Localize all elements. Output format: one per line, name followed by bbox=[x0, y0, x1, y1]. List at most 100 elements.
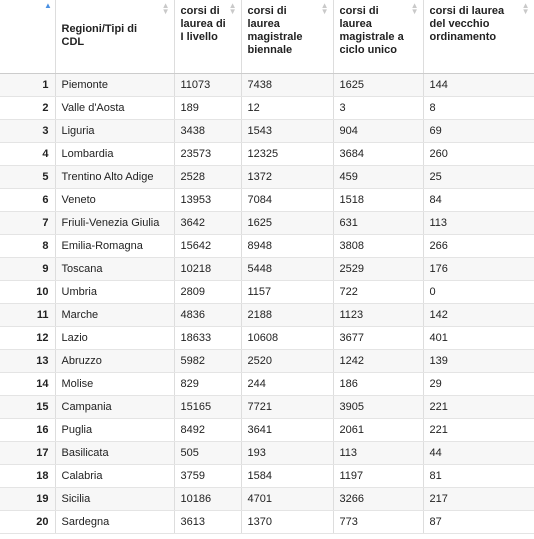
table-cell: 1518 bbox=[333, 188, 424, 212]
table-cell: Lazio bbox=[55, 326, 175, 350]
table-cell: 3677 bbox=[333, 326, 424, 350]
table-cell: Abruzzo bbox=[55, 349, 175, 373]
sort-arrows-icon[interactable]: ▲ ▼ bbox=[161, 1, 170, 16]
sort-ascending-icon[interactable]: ▲ bbox=[44, 1, 52, 10]
table-cell: 1625 bbox=[241, 211, 334, 235]
table-cell: Sicilia bbox=[55, 487, 175, 511]
row-number: 10 bbox=[0, 280, 56, 304]
column-header-index[interactable]: ▲ bbox=[0, 0, 56, 74]
table-cell: 1625 bbox=[333, 73, 424, 97]
table-cell: 144 bbox=[423, 73, 534, 97]
table-cell: Friuli-Venezia Giulia bbox=[55, 211, 175, 235]
header-row: ▲ Regioni/Tipi di CDL ▲ ▼ corsi di laurea di… bbox=[0, 0, 534, 74]
table-cell: 3808 bbox=[333, 234, 424, 258]
table-cell: 505 bbox=[174, 441, 242, 465]
table-cell: 244 bbox=[241, 372, 334, 396]
column-header[interactable]: Regioni/Tipi di CDL ▲ ▼ bbox=[55, 0, 175, 74]
column-header-label: Regioni/Tipi di CDL bbox=[61, 23, 138, 48]
row-number: 2 bbox=[0, 96, 56, 120]
row-number: 15 bbox=[0, 395, 56, 419]
table-cell: 189 bbox=[174, 96, 242, 120]
table-cell: 69 bbox=[423, 119, 534, 143]
table-cell: Marche bbox=[55, 303, 175, 327]
table-cell: 3438 bbox=[174, 119, 242, 143]
table-cell: 15642 bbox=[174, 234, 242, 258]
table-cell: 260 bbox=[423, 142, 534, 166]
column-header[interactable]: corsi di laurea di I livello ▲ ▼ bbox=[174, 0, 242, 74]
table-row: 4 Lombardia 23573 12325 3684 260 bbox=[0, 142, 534, 166]
table-cell: Piemonte bbox=[55, 73, 175, 97]
table-cell: 44 bbox=[423, 441, 534, 465]
table-cell: 217 bbox=[423, 487, 534, 511]
row-number: 11 bbox=[0, 303, 56, 327]
table-cell: 3642 bbox=[174, 211, 242, 235]
table-cell: 3905 bbox=[333, 395, 424, 419]
sort-arrows-icon[interactable]: ▲ ▼ bbox=[410, 1, 419, 16]
row-number: 17 bbox=[0, 441, 56, 465]
column-header[interactable]: corsi di laurea magistrale biennale ▲ ▼ bbox=[241, 0, 334, 74]
table-cell: 186 bbox=[333, 372, 424, 396]
sort-arrows-icon[interactable]: ▲ ▼ bbox=[228, 1, 237, 16]
table-cell: 2529 bbox=[333, 257, 424, 281]
table-cell: Liguria bbox=[55, 119, 175, 143]
column-header-label: corsi di laurea del vecchio ordinamento bbox=[429, 5, 505, 43]
row-number: 1 bbox=[0, 73, 56, 97]
table-cell: 139 bbox=[423, 349, 534, 373]
table-cell: 1372 bbox=[241, 165, 334, 189]
row-number: 3 bbox=[0, 119, 56, 143]
table-cell: 0 bbox=[423, 280, 534, 304]
table-cell: 1584 bbox=[241, 464, 334, 488]
table-cell: 773 bbox=[333, 510, 424, 534]
table-cell: 221 bbox=[423, 418, 534, 442]
table-cell: 722 bbox=[333, 280, 424, 304]
table-cell: Sardegna bbox=[55, 510, 175, 534]
row-number: 4 bbox=[0, 142, 56, 166]
table-cell: Calabria bbox=[55, 464, 175, 488]
table-cell: 15165 bbox=[174, 395, 242, 419]
table-cell: 4701 bbox=[241, 487, 334, 511]
table-cell: 631 bbox=[333, 211, 424, 235]
sort-arrows-icon[interactable]: ▲ ▼ bbox=[521, 1, 530, 16]
table-cell: 401 bbox=[423, 326, 534, 350]
row-number: 20 bbox=[0, 510, 56, 534]
table-cell: 2528 bbox=[174, 165, 242, 189]
table-cell: 84 bbox=[423, 188, 534, 212]
row-number: 16 bbox=[0, 418, 56, 442]
table-row: 15 Campania 15165 7721 3905 221 bbox=[0, 395, 534, 419]
table-cell: 81 bbox=[423, 464, 534, 488]
row-number: 12 bbox=[0, 326, 56, 350]
table-cell: 3613 bbox=[174, 510, 242, 534]
table-cell: 221 bbox=[423, 395, 534, 419]
column-header[interactable]: corsi di laurea magistrale a ciclo unico… bbox=[333, 0, 424, 74]
table-row: 20 Sardegna 3613 1370 773 87 bbox=[0, 510, 534, 534]
column-header-label: corsi di laurea magistrale a ciclo unico bbox=[339, 5, 404, 56]
table-cell: 12325 bbox=[241, 142, 334, 166]
table-cell: 1123 bbox=[333, 303, 424, 327]
table-cell: 459 bbox=[333, 165, 424, 189]
table-cell: 113 bbox=[333, 441, 424, 465]
table-cell: 2188 bbox=[241, 303, 334, 327]
table-cell: 8 bbox=[423, 96, 534, 120]
row-number: 13 bbox=[0, 349, 56, 373]
table-cell: 193 bbox=[241, 441, 334, 465]
table-cell: 18633 bbox=[174, 326, 242, 350]
table-row: 19 Sicilia 10186 4701 3266 217 bbox=[0, 487, 534, 511]
column-header[interactable]: corsi di laurea del vecchio ordinamento ▲… bbox=[423, 0, 534, 74]
table-row: 16 Puglia 8492 3641 2061 221 bbox=[0, 418, 534, 442]
sort-arrows-icon[interactable]: ▲ ▼ bbox=[320, 1, 329, 16]
table-cell: Basilicata bbox=[55, 441, 175, 465]
table-cell: 1157 bbox=[241, 280, 334, 304]
table-cell: Campania bbox=[55, 395, 175, 419]
table-cell: Emilia-Romagna bbox=[55, 234, 175, 258]
table-cell: 12 bbox=[241, 96, 334, 120]
row-number: 19 bbox=[0, 487, 56, 511]
table-cell: 904 bbox=[333, 119, 424, 143]
table-cell: Lombardia bbox=[55, 142, 175, 166]
table-cell: 11073 bbox=[174, 73, 242, 97]
row-number: 18 bbox=[0, 464, 56, 488]
table-cell: Puglia bbox=[55, 418, 175, 442]
table-row: 8 Emilia-Romagna 15642 8948 3808 266 bbox=[0, 234, 534, 258]
table-cell: 3266 bbox=[333, 487, 424, 511]
table-row: 13 Abruzzo 5982 2520 1242 139 bbox=[0, 349, 534, 373]
